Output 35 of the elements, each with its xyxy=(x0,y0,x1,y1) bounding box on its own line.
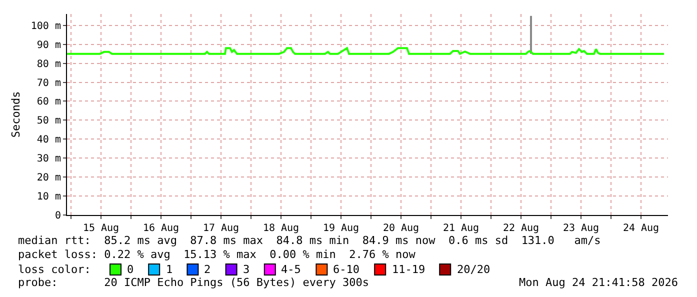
x-tick-label: 22 Aug xyxy=(502,223,540,234)
text: packet loss: 0.22 % avg 15.13 % max 0.00 % min 2.76 % now xyxy=(18,248,416,261)
y-tick-label: 0 xyxy=(54,210,61,222)
x-tick-label: 15 Aug xyxy=(82,223,120,234)
legend-label: 3 xyxy=(243,263,250,276)
x-tick-label: 21 Aug xyxy=(442,223,480,234)
legend-label: 20/20 xyxy=(457,263,490,276)
x-tick-label: 20 Aug xyxy=(382,223,420,234)
y-tick-label: 80 m xyxy=(36,58,61,70)
y-axis-title: Seconds xyxy=(10,91,23,138)
y-tick-label: 50 m xyxy=(36,116,61,127)
legend-label: 4-5 xyxy=(281,263,301,276)
y-tick-label: 70 m xyxy=(36,78,61,89)
y-tick-label: 30 m xyxy=(36,154,61,165)
text: Mon Aug 24 21:41:58 2026 xyxy=(519,276,678,289)
legend-label: 0 xyxy=(127,263,134,276)
legend-label: 11-19 xyxy=(392,263,426,276)
y-tick-label: 60 m xyxy=(36,96,61,108)
legend-title: loss color: xyxy=(18,263,91,276)
x-tick-label: 23 Aug xyxy=(562,223,600,234)
x-tick-label: 19 Aug xyxy=(322,223,360,234)
y-tick-label: 20 m xyxy=(36,172,61,184)
x-tick-label: 17 Aug xyxy=(202,223,240,234)
y-tick-label: 10 m xyxy=(36,192,61,203)
legend-label: 1 xyxy=(166,263,173,276)
text: probe: 20 ICMP Echo Pings (56 Bytes) every 300s xyxy=(18,276,369,289)
legend-label: 6-10 xyxy=(333,263,360,276)
y-tick-label: 90 m xyxy=(36,40,61,51)
x-tick-label: 16 Aug xyxy=(142,223,180,234)
x-tick-label: 24 Aug xyxy=(622,223,660,234)
text: median rtt: 85.2 ms avg 87.8 ms max 84.8 ms min 84.9 ms now 0.6 ms sd 131.0 am/s xyxy=(18,234,601,247)
x-tick-label: 18 Aug xyxy=(262,223,300,234)
y-tick-label: 100 m xyxy=(30,20,61,32)
legend-label: 2 xyxy=(204,263,211,276)
y-tick-label: 40 m xyxy=(36,134,61,146)
